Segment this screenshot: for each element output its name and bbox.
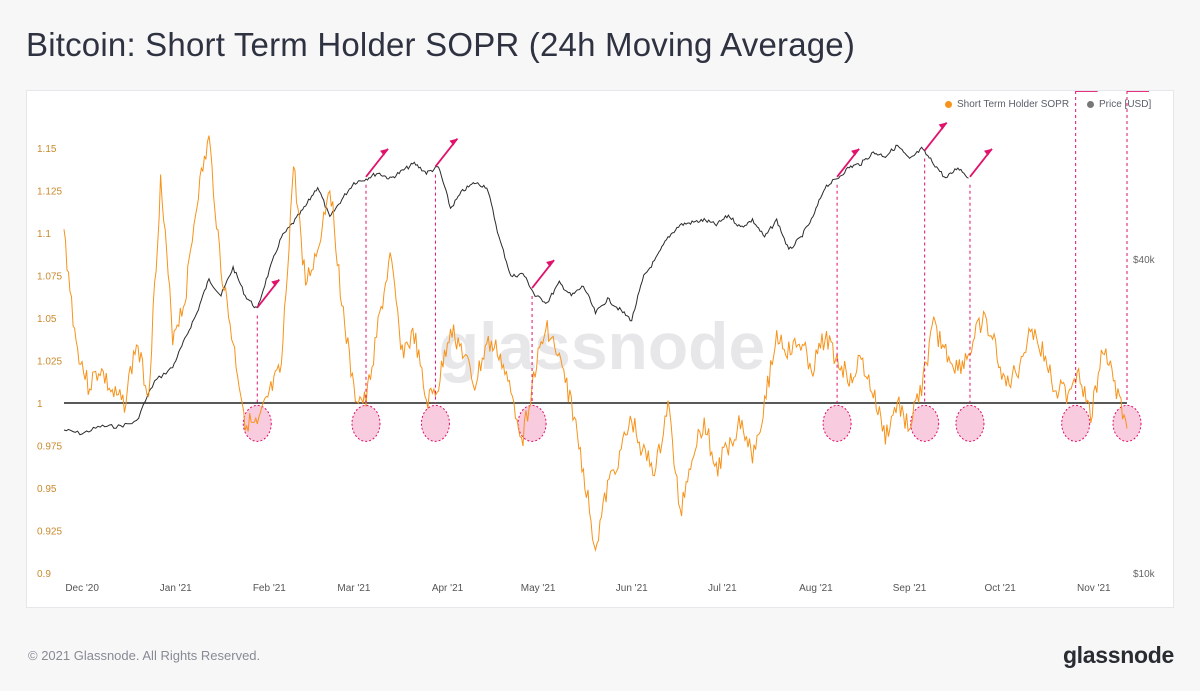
x-tick-label: Nov '21: [1077, 583, 1111, 594]
chart-svg: glassnode 1.15 1.125 1.1 1.075 1.05 1.025 1 0.97…: [37, 91, 1156, 594]
y-left-tick-label: 1: [37, 399, 43, 410]
capitulation-zone-marker: [517, 404, 547, 442]
x-tick-label: Sep '21: [893, 583, 927, 594]
x-tick-label: Jan '21: [160, 583, 192, 594]
rally-arrow-head: [271, 279, 280, 287]
price-series-line: [63, 144, 969, 436]
chart-panel: glassnode 1.15 1.125 1.1 1.075 1.05 1.025 1 0.97…: [26, 90, 1174, 608]
y-left-tick-label: 0.9: [37, 569, 51, 580]
x-tick-label: Apr '21: [432, 583, 464, 594]
watermark-text: glassnode: [439, 309, 765, 383]
x-tick-label: Oct '21: [984, 583, 1016, 594]
rally-arrow-head: [938, 122, 947, 130]
capitulation-zone-marker: [822, 404, 852, 442]
y-left-tick-label: 0.925: [37, 527, 62, 538]
y-left-tick-label: 0.975: [37, 442, 62, 453]
capitulation-zone-marker: [351, 404, 381, 442]
x-tick-label: Jul '21: [708, 583, 737, 594]
y-left-tick-label: 1.1: [37, 229, 51, 240]
copyright-text: © 2021 Glassnode. All Rights Reserved.: [28, 648, 261, 663]
y-left-tick-label: 1.075: [37, 272, 62, 283]
rally-arrow-head: [983, 148, 992, 156]
capitulation-zone-marker: [910, 404, 940, 442]
page-title: Bitcoin: Short Term Holder SOPR (24h Mov…: [26, 26, 856, 63]
x-tick-label: Jun '21: [616, 583, 648, 594]
rally-arrow-head: [546, 260, 555, 268]
sopr-series-line: [63, 135, 1128, 552]
y-right-tick-label: $10k: [1133, 569, 1156, 580]
x-tick-label: Dec '20: [65, 583, 99, 594]
legend-price-label: Price [USD]: [1099, 99, 1152, 110]
x-tick-label: Feb '21: [253, 583, 286, 594]
capitulation-zone-marker: [420, 404, 450, 442]
brand-logo[interactable]: glassnode: [1062, 642, 1174, 668]
y-left-tick-label: 1.15: [37, 144, 57, 155]
x-tick-label: May '21: [521, 583, 556, 594]
x-tick-label: Aug '21: [799, 583, 833, 594]
y-left-tick-label: 1.025: [37, 357, 62, 368]
legend-item-price[interactable]: Price [USD]: [1087, 99, 1151, 110]
rally-arrow-head: [449, 138, 458, 146]
legend-item-sopr[interactable]: Short Term Holder SOPR: [945, 99, 1069, 110]
legend-sopr-label: Short Term Holder SOPR: [957, 99, 1070, 110]
rally-arrow-head: [379, 148, 388, 156]
y-left-tick-label: 0.95: [37, 484, 57, 495]
capitulation-zone-marker: [1112, 404, 1142, 442]
x-tick-label: Mar '21: [337, 583, 370, 594]
y-left-tick-label: 1.125: [37, 187, 62, 198]
y-left-tick-label: 1.05: [37, 314, 57, 325]
capitulation-zone-marker: [955, 404, 985, 442]
rally-arrow-head: [851, 148, 860, 156]
y-right-tick-label: $40k: [1133, 255, 1156, 266]
legend-price-swatch: [1087, 101, 1094, 108]
capitulation-zone-marker: [1061, 404, 1091, 442]
legend-sopr-swatch: [945, 101, 952, 108]
